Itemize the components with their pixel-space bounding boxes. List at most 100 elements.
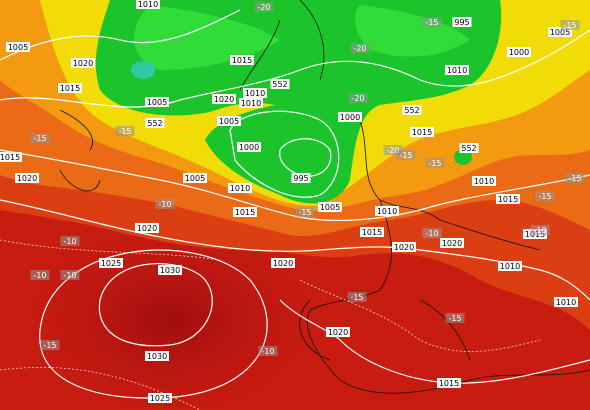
temperature-label: -10 xyxy=(30,270,50,280)
isobar-label: 1020 xyxy=(392,242,416,252)
isobar-label-box xyxy=(318,202,342,212)
isobar-label-box xyxy=(326,327,350,337)
temperature-label: -10 xyxy=(530,225,550,235)
isobar-label-box xyxy=(158,265,182,275)
temperature-label: -15 xyxy=(560,20,580,30)
isobar-label: 1025 xyxy=(99,258,123,268)
temperature-label: -20 xyxy=(383,145,403,155)
thickness-label-text: 552 xyxy=(461,144,476,153)
isobar-label-text: 1000 xyxy=(509,48,529,57)
isobar-label: 1000 xyxy=(338,112,362,122)
isobar-label: 1015 xyxy=(0,152,22,162)
isobar-label-box xyxy=(437,378,461,388)
temperature-label-text: -10 xyxy=(158,200,171,209)
temperature-label-text: -20 xyxy=(386,146,399,155)
isobar-label-box xyxy=(145,351,169,361)
temperature-label: -15 xyxy=(347,292,367,302)
temperature-label-box xyxy=(30,133,50,143)
temperature-label-text: -15 xyxy=(448,314,461,323)
isobar-label: 1010 xyxy=(375,206,399,216)
temperature-label: -20 xyxy=(254,2,274,12)
thickness-label-box xyxy=(459,143,479,153)
thickness-label: 552 xyxy=(459,143,479,153)
isobar-label-text: 1015 xyxy=(412,128,432,137)
isobar-label-box xyxy=(136,0,160,9)
temperature-label-text: -20 xyxy=(257,3,270,12)
temperature-label: -15 xyxy=(396,150,416,160)
isobar-label: 1015 xyxy=(496,194,520,204)
thickness-label-text: 552 xyxy=(272,80,287,89)
temperature-label-box xyxy=(530,225,550,235)
temperature-label: -10 xyxy=(422,228,442,238)
isobar-label-text: 1010 xyxy=(241,99,261,108)
isobar-label: 1010 xyxy=(239,98,263,108)
cold-core xyxy=(131,61,155,79)
isobar-label-box xyxy=(360,227,384,237)
temperature-label-text: -15 xyxy=(298,208,311,217)
isobar-label-box xyxy=(291,173,311,183)
temperature-label-box xyxy=(347,292,367,302)
temperature-label-text: -15 xyxy=(425,18,438,27)
isobar-label-text: 1010 xyxy=(230,184,250,193)
thickness-label: 552 xyxy=(402,105,422,115)
isobar-label: 1015 xyxy=(360,227,384,237)
temperature-label-box xyxy=(295,207,315,217)
temperature-label-box xyxy=(445,313,465,323)
isobar-label: 1020 xyxy=(326,327,350,337)
temperature-label-box xyxy=(535,191,555,201)
isobar-label-box xyxy=(145,97,169,107)
isobar-label-text: 1010 xyxy=(245,89,265,98)
isobar-label-text: 1020 xyxy=(273,259,293,268)
temperature-label-box xyxy=(115,126,135,136)
temperature-label: -10 xyxy=(60,270,80,280)
temperature-label-text: -15 xyxy=(118,127,131,136)
thickness-label-text: 552 xyxy=(404,106,419,115)
isobar-label-box xyxy=(183,173,207,183)
isobar-label-text: 995 xyxy=(454,18,469,27)
thickness-label: 552 xyxy=(145,118,165,128)
isobar-label: 1010 xyxy=(136,0,160,9)
isobar-label-box xyxy=(271,258,295,268)
isobar-label-text: 1025 xyxy=(101,259,121,268)
isobar-label: 1005 xyxy=(183,173,207,183)
temperature-label-box xyxy=(425,158,445,168)
isobar-label-text: 1020 xyxy=(137,224,157,233)
temperature-label-box xyxy=(60,236,80,246)
temperature-label: -10 xyxy=(60,236,80,246)
isobar-label-box xyxy=(239,98,263,108)
isobar-label-box xyxy=(452,17,472,27)
isobar-label-text: 1020 xyxy=(394,243,414,252)
isobar-label-box xyxy=(498,261,522,271)
temperature-label-text: -10 xyxy=(63,271,76,280)
isobar-label-text: 1015 xyxy=(0,153,20,162)
isobar-label-box xyxy=(217,116,241,126)
isobar-label-text: 1010 xyxy=(138,0,158,9)
isobar-label: 1010 xyxy=(554,297,578,307)
temperature-label-text: -15 xyxy=(33,134,46,143)
temperature-label-text: -10 xyxy=(261,347,274,356)
temperature-label-text: -15 xyxy=(399,151,412,160)
temperature-label-text: -10 xyxy=(533,226,546,235)
temperature-label: -20 xyxy=(348,93,368,103)
temperature-label-text: -20 xyxy=(353,44,366,53)
isobar-label: 1005 xyxy=(318,202,342,212)
isobar-label: 995 xyxy=(291,173,311,183)
temperature-label-box xyxy=(383,145,403,155)
isobar-label: 1005 xyxy=(145,97,169,107)
isobar-label-box xyxy=(0,152,22,162)
temperature-label: -15 xyxy=(295,207,315,217)
isobar-label-text: 1015 xyxy=(439,379,459,388)
isobar-label: 1000 xyxy=(237,142,261,152)
isobar-label-box xyxy=(472,176,496,186)
temperature-label-text: -15 xyxy=(428,159,441,168)
temperature-label-box xyxy=(40,340,60,350)
isobar-label-text: 1005 xyxy=(147,98,167,107)
isobar-label-text: 1015 xyxy=(235,208,255,217)
isobar-label-text: 1020 xyxy=(73,59,93,68)
isobar-label-box xyxy=(230,55,254,65)
temperature-label: -15 xyxy=(115,126,135,136)
temperature-label: -10 xyxy=(258,346,278,356)
isobar-label-text: 1000 xyxy=(239,143,259,152)
isobar-label: 1000 xyxy=(507,47,531,57)
isobar-label-box xyxy=(233,207,257,217)
